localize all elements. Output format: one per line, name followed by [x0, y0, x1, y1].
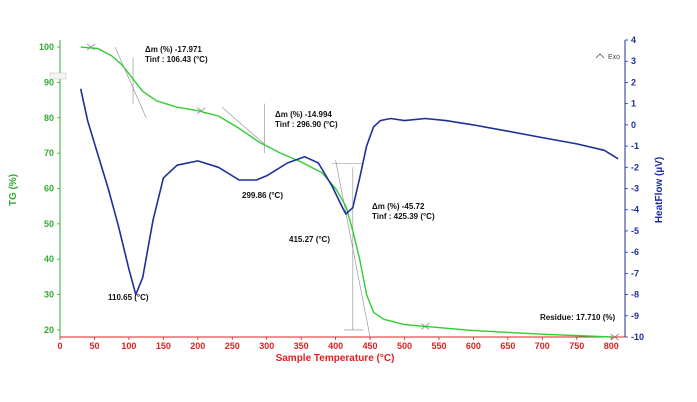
right-tick-label: -10: [631, 332, 644, 342]
left-tick-label: 100: [39, 42, 54, 52]
x-tick-label: 750: [569, 341, 584, 351]
tg-marker: [610, 333, 619, 341]
x-tick-label: 250: [225, 341, 240, 351]
curve-tag-box: [49, 72, 67, 80]
right-tick-label: -5: [631, 226, 639, 236]
annotation-label: 299.86 (°C): [242, 191, 283, 200]
annotation-label: 110.65 (°C): [108, 293, 149, 302]
left-tick-label: 70: [44, 148, 54, 158]
x-tick-label: 700: [535, 341, 550, 351]
left-tick-label: 80: [44, 113, 54, 123]
right-tick-label: 1: [631, 99, 636, 109]
right-tick-label: 3: [631, 56, 636, 66]
right-tick-label: 2: [631, 77, 636, 87]
annotation-label: 415.27 (°C): [289, 235, 330, 244]
right-tick-label: -1: [631, 141, 639, 151]
x-tick-label: 400: [328, 341, 343, 351]
left-axis-label: TG (%): [8, 174, 19, 206]
tg-marker: [86, 43, 96, 51]
step2-tangent: [221, 106, 267, 147]
data-curves: [79, 46, 619, 338]
x-tick-label: 50: [89, 341, 99, 351]
x-tick-label: 600: [466, 341, 481, 351]
legend: Exo: [595, 53, 620, 61]
x-tick-label: 350: [294, 341, 309, 351]
right-axis-label: HeatFlow (µV): [654, 157, 665, 223]
left-axis-ticks: 20 30 40 50 60 70 80 90 100: [39, 42, 60, 335]
right-tick-label: 4: [631, 35, 636, 45]
right-tick-label: -7: [631, 268, 639, 278]
right-tick-label: -3: [631, 184, 639, 194]
step1-tangent: [114, 46, 147, 118]
annotation-tinf: Tinf : 425.39 (°C): [372, 212, 435, 221]
annotation-mass-change: Δm (%) -14.994: [275, 110, 332, 119]
x-tick-label: 150: [156, 341, 171, 351]
left-tick-label: 90: [44, 77, 54, 87]
annotation-mass-change: Δm (%) -45.72: [372, 202, 425, 211]
heatflow-curve: [79, 88, 619, 296]
right-tick-label: -8: [631, 290, 639, 300]
tg-curve: [80, 46, 612, 338]
annotation-tinf: Tinf : 106.43 (°C): [145, 55, 208, 64]
annotation-tinf: Tinf : 296.90 (°C): [275, 120, 338, 129]
left-tick-label: 30: [44, 290, 54, 300]
x-tick-label: 300: [259, 341, 274, 351]
x-tick-label: 200: [190, 341, 205, 351]
tangent-guides: [86, 43, 619, 341]
annotation-label: Residue: 17.710 (%): [540, 313, 615, 322]
right-tick-label: 0: [631, 120, 636, 130]
left-tick-label: 60: [44, 184, 54, 194]
x-tick-label: 100: [121, 341, 136, 351]
x-tick-label: 550: [431, 341, 446, 351]
left-tick-label: 50: [44, 219, 54, 229]
x-tick-label: 800: [604, 341, 619, 351]
exo-arrow-icon: [595, 53, 605, 59]
legend-label: Exo: [608, 54, 620, 61]
left-tick-label: 20: [44, 325, 54, 335]
x-tick-label: 650: [500, 341, 515, 351]
x-tick-label: 500: [397, 341, 412, 351]
x-axis-label: Sample Temperature (°C): [276, 353, 395, 364]
x-axis-ticks: 0 50 100 150 200 250 300 350 400 450 500 550 600 650 7…: [57, 337, 619, 351]
right-tick-label: -2: [631, 162, 639, 172]
x-tick-label: 0: [57, 341, 62, 351]
annotation-mass-change: Δm (%) -17.971: [145, 45, 202, 54]
right-tick-label: -6: [631, 247, 639, 257]
right-axis-ticks: 4 3 2 1 0 -1 -2 -3 -4 -5 -6 -7 -8 -9 -10: [625, 35, 644, 342]
x-tick-label: 450: [363, 341, 378, 351]
left-tick-label: 40: [44, 254, 54, 264]
right-tick-label: -4: [631, 205, 639, 215]
right-tick-label: -9: [631, 311, 639, 321]
